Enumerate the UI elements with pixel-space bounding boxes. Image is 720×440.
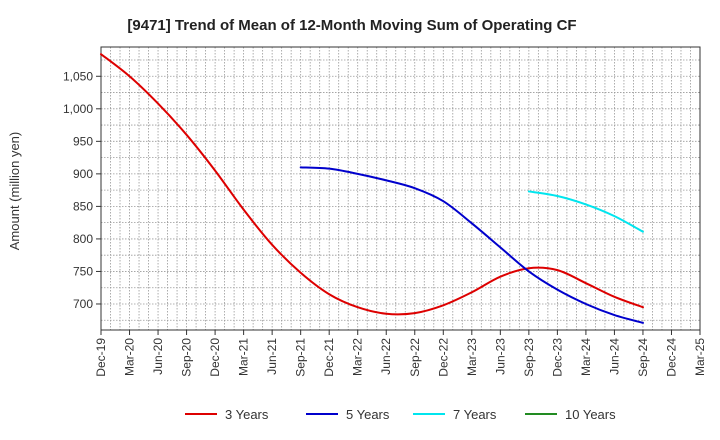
y-axis-label: Amount (million yen) bbox=[7, 132, 22, 251]
x-tick-label: Dec-20 bbox=[208, 338, 222, 377]
series-line-5-years bbox=[299, 166, 644, 324]
legend: 3 Years 5 Years 7 Years 10 Years bbox=[185, 407, 616, 422]
x-tick-label: Mar-22 bbox=[351, 338, 365, 376]
x-tick-label: Sep-23 bbox=[522, 338, 536, 377]
x-tick-label: Mar-25 bbox=[693, 338, 707, 376]
x-tick-label: Sep-24 bbox=[636, 338, 650, 377]
y-tick-label: 850 bbox=[73, 199, 93, 213]
x-tick-label: Dec-24 bbox=[664, 338, 678, 377]
x-axis-ticks: Dec-19 Mar-20 Jun-20 Sep-20 Dec-20 Mar-21 Jun-… bbox=[94, 330, 707, 377]
x-tick-label: Sep-22 bbox=[408, 338, 422, 377]
x-tick-label: Sep-21 bbox=[294, 338, 308, 377]
y-axis-ticks: 700 750 800 850 900 950 1,000 1,050 bbox=[63, 69, 101, 311]
x-tick-label: Jun-22 bbox=[379, 338, 393, 375]
y-tick-label: 950 bbox=[73, 134, 93, 148]
x-tick-label: Dec-19 bbox=[94, 338, 108, 377]
series-lines bbox=[100, 53, 644, 324]
y-tick-label: 1,000 bbox=[63, 102, 93, 116]
x-tick-label: Dec-22 bbox=[436, 338, 450, 377]
chart-title: [9471] Trend of Mean of 12-Month Moving … bbox=[127, 17, 576, 34]
grid-lines bbox=[100, 47, 700, 330]
y-tick-label: 1,050 bbox=[63, 69, 93, 83]
y-tick-label: 750 bbox=[73, 264, 93, 278]
x-tick-label: Dec-21 bbox=[322, 338, 336, 377]
x-tick-label: Mar-24 bbox=[579, 338, 593, 376]
x-tick-label: Mar-21 bbox=[237, 338, 251, 376]
x-tick-label: Dec-23 bbox=[550, 338, 564, 377]
plot-area-frame bbox=[100, 46, 701, 331]
legend-label: 3 Years bbox=[225, 407, 269, 422]
x-tick-label: Jun-21 bbox=[265, 338, 279, 375]
x-tick-label: Mar-23 bbox=[465, 338, 479, 376]
legend-label: 5 Years bbox=[346, 407, 390, 422]
y-tick-label: 700 bbox=[73, 297, 93, 311]
y-tick-label: 800 bbox=[73, 232, 93, 246]
x-tick-label: Jun-24 bbox=[607, 338, 621, 375]
plot-border bbox=[100, 46, 701, 331]
series-line-3-years bbox=[100, 53, 644, 316]
y-tick-label: 900 bbox=[73, 167, 93, 181]
x-tick-label: Jun-23 bbox=[493, 338, 507, 375]
x-tick-label: Sep-20 bbox=[180, 338, 194, 377]
legend-label: 7 Years bbox=[453, 407, 497, 422]
series-line-7-years bbox=[527, 190, 644, 233]
x-tick-label: Jun-20 bbox=[151, 338, 165, 375]
x-tick-label: Mar-20 bbox=[123, 338, 137, 376]
legend-label: 10 Years bbox=[565, 407, 616, 422]
